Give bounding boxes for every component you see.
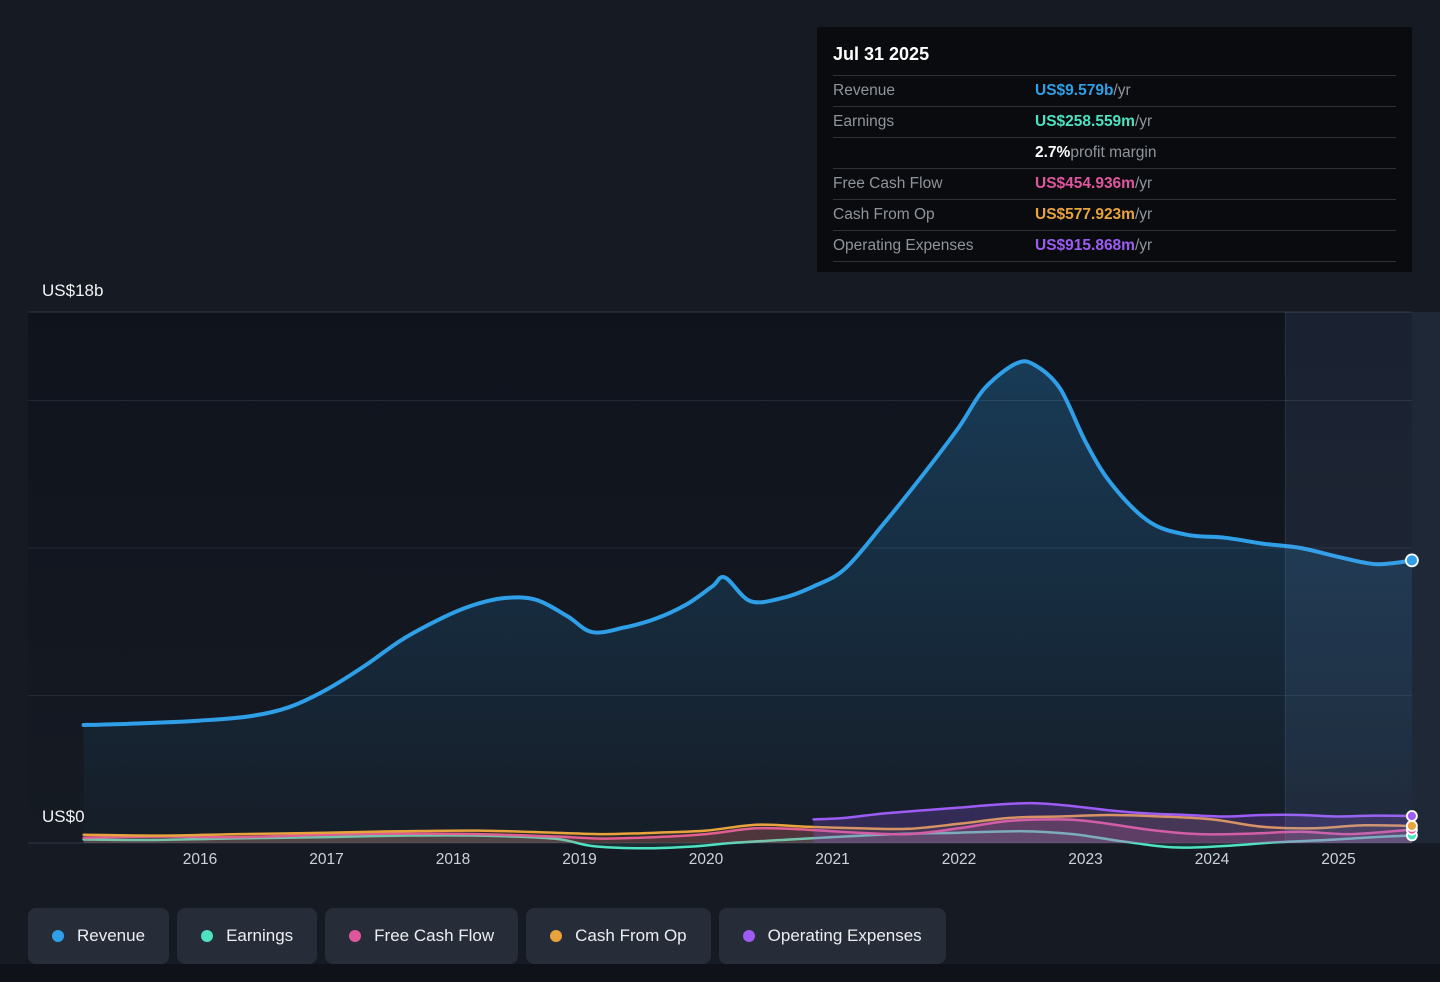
tooltip-row-label: Operating Expenses [833, 237, 974, 254]
cash-from-op-legend-dot-icon [550, 930, 563, 942]
tooltip-row-label: Cash From Op [833, 206, 935, 223]
earnings-legend-dot-icon [201, 930, 214, 942]
tooltip-row-label: Free Cash Flow [833, 175, 943, 192]
tooltip-row-suffix: /yr [1134, 175, 1153, 192]
operating-expenses-line [812, 801, 1414, 821]
tooltip-row-suffix: profit margin [1070, 144, 1157, 161]
x-axis-tick: 2017 [309, 851, 344, 868]
x-axis: 2016 2017 2018 2019 2020 2021 2022 2023 2024 2025 [0, 851, 1440, 873]
x-axis-tick: 2025 [1321, 851, 1356, 868]
legend-label: Cash From Op [575, 926, 687, 945]
x-axis-tick: 2020 [688, 851, 724, 868]
tooltip-row-suffix: /yr [1134, 237, 1153, 254]
tooltip-date: Jul 31 2025 [833, 40, 1396, 76]
y-axis-label-zero: US$0 [42, 807, 85, 826]
tooltip-row-value: US$9.579b [1035, 82, 1114, 99]
legend: Revenue Earnings Free Cash Flow Cash From O… [28, 908, 946, 964]
tooltip-row-suffix: /yr [1134, 113, 1153, 130]
y-axis-label-max: US$18b [42, 281, 104, 300]
x-axis-tick: 2016 [182, 851, 218, 868]
operating-expenses-legend-dot-icon [742, 930, 755, 942]
legend-label: Revenue [77, 926, 146, 945]
tooltip-row: Operating Expenses US$915.868m /yr [833, 231, 1396, 262]
x-axis-tick: 2018 [435, 851, 471, 868]
tooltip-row-value: US$454.936m [1035, 175, 1135, 192]
tooltip-row-label: Earnings [833, 113, 895, 130]
tooltip-row-suffix: /yr [1134, 206, 1153, 223]
tooltip-row: 2.7% profit margin [833, 138, 1396, 169]
x-axis-tick: 2022 [941, 851, 977, 868]
x-axis-tick: 2023 [1068, 851, 1103, 868]
earnings-line [82, 829, 1414, 850]
tooltip-rows: Revenue US$9.579b /yr Earnings US$258.559m … [833, 76, 1396, 262]
tooltip-row-value: US$915.868m [1035, 237, 1135, 254]
tooltip-row-value: US$258.559m [1035, 113, 1135, 130]
x-axis-tick: 2019 [562, 851, 597, 868]
x-axis-tick: 2024 [1194, 851, 1230, 868]
legend-item-operating-expenses[interactable]: Operating Expenses [718, 908, 946, 964]
tooltip-row: Free Cash Flow US$454.936m /yr [833, 169, 1396, 200]
x-axis-tick: 2021 [815, 851, 850, 868]
legend-label: Earnings [226, 926, 294, 945]
chart-canvas[interactable] [0, 280, 1440, 858]
cash-from-op-end-marker [1406, 820, 1418, 832]
cash-from-op-area [83, 815, 1412, 843]
tooltip-row-suffix: /yr [1113, 82, 1131, 99]
operating-expenses-area [813, 803, 1412, 843]
free-cash-flow-legend-dot-icon [349, 930, 362, 942]
legend-item-earnings[interactable]: Earnings [177, 908, 318, 964]
operating-expenses-end-marker [1406, 810, 1418, 822]
legend-label: Free Cash Flow [374, 926, 495, 945]
cash-from-op-line [82, 813, 1414, 837]
revenue-legend-dot-icon [52, 930, 64, 942]
chart-tooltip: Jul 31 2025 Revenue US$9.579b /yr Earnings… [817, 27, 1412, 272]
free-cash-flow-line [82, 818, 1414, 840]
revenue-line [81, 359, 1414, 727]
bottom-strip [0, 964, 1440, 982]
tooltip-row-label: Revenue [833, 82, 896, 99]
tooltip-row: Earnings US$258.559m /yr [833, 107, 1396, 138]
legend-item-free-cash-flow[interactable]: Free Cash Flow [325, 908, 519, 964]
legend-item-revenue[interactable]: Revenue [28, 908, 170, 964]
revenue-area [83, 361, 1412, 843]
tooltip-row-value: US$577.923m [1035, 206, 1135, 223]
tooltip-row: Cash From Op US$577.923m /yr [833, 200, 1396, 231]
legend-item-cash-from-op[interactable]: Cash From Op [526, 908, 711, 964]
tooltip-row: Revenue US$9.579b /yr [833, 76, 1396, 107]
tooltip-row-value: 2.7% [1035, 144, 1071, 161]
legend-label: Operating Expenses [767, 926, 922, 945]
highlight-band [1285, 312, 1440, 843]
free-cash-flow-area [83, 819, 1412, 843]
revenue-end-marker [1405, 553, 1419, 568]
